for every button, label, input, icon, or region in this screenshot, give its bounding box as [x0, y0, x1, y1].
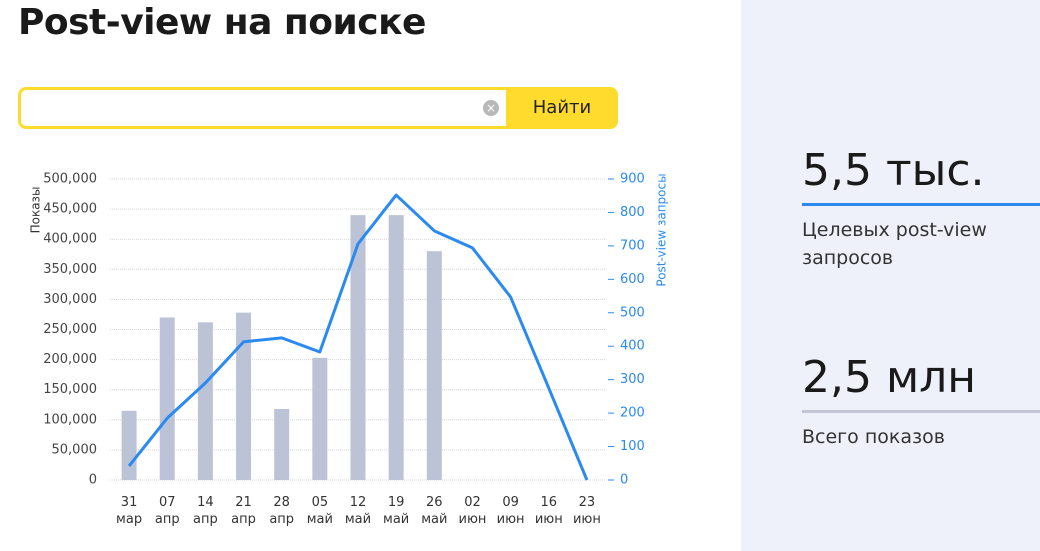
bar [388, 215, 404, 480]
y-tick-label: 350,000 [43, 262, 97, 277]
x-tick-label: 23 июн [573, 495, 601, 527]
y-tick-label: 150,000 [43, 382, 97, 397]
bar [274, 408, 290, 480]
y2-tick-label: 0 [620, 473, 628, 488]
bar [159, 317, 175, 480]
y-tick-label: 50,000 [52, 442, 98, 457]
stats-panel: 5,5 тыс. Целевых post-view запросов 2,5 … [741, 0, 1040, 551]
x-tick-label: 14 апр [193, 495, 218, 527]
y-axis-title: Показы [29, 187, 43, 234]
y2-tick-label: 800 [620, 205, 645, 220]
bar [350, 215, 366, 480]
y2-tick-label: 900 [620, 172, 645, 187]
x-tick-label: 21 апр [231, 495, 256, 527]
line [127, 193, 589, 481]
y-tick-label: 450,000 [43, 202, 97, 217]
bar [236, 312, 252, 480]
y2-tick-label: 700 [620, 238, 645, 253]
stat-label: Целевых post-view запросов [802, 219, 987, 269]
stat-value: 5,5 тыс. [802, 143, 1040, 206]
y2-tick-label: 100 [620, 439, 645, 454]
y-tick-label: 100,000 [43, 412, 97, 427]
y-tick-label: 250,000 [43, 322, 97, 337]
y-tick-label: 500,000 [43, 172, 97, 187]
y-tick-label: 0 [89, 473, 97, 488]
bar [312, 357, 328, 480]
x-tick-label: 16 июн [535, 495, 563, 527]
x-tick-label: 05 май [307, 495, 333, 527]
search-button[interactable]: Найти [506, 87, 618, 129]
y-tick-label: 300,000 [43, 292, 97, 307]
x-tick-label: 19 май [383, 495, 409, 527]
x-tick-label: 31 мар [116, 495, 142, 527]
x-tick-label: 12 май [345, 495, 371, 527]
stat-value: 2,5 млн [802, 350, 1040, 413]
x-tick-label: 09 июн [497, 495, 525, 527]
chart: Показы Post-view запросы 0 50,000 100,000 1… [29, 172, 669, 527]
x-tick-label: 02 июн [459, 495, 487, 527]
y-tick-label: 200,000 [43, 352, 97, 367]
x-tick-label: 07 апр [155, 495, 180, 527]
stat-card: 5,5 тыс. Целевых post-view запросов [802, 143, 1040, 272]
search-bar[interactable]: × Найти [18, 87, 618, 129]
bar [426, 251, 442, 480]
x-tick-label: 26 май [421, 495, 447, 527]
clear-button[interactable]: × [483, 100, 499, 116]
page-title: Post-view на поиске [18, 2, 426, 43]
y-tick-label: 400,000 [43, 232, 97, 247]
y2-tick-label: 300 [620, 372, 645, 387]
y2-tick-label: 200 [620, 406, 645, 421]
bar [197, 322, 213, 480]
y2-axis-title: Post-view запросы [655, 173, 669, 286]
y2-tick-label: 500 [620, 305, 645, 320]
x-tick-label: 28 апр [269, 495, 294, 527]
stat-card: 2,5 млн Всего показов [802, 350, 1040, 451]
y2-tick-label: 600 [620, 272, 645, 287]
y2-tick-label: 400 [620, 339, 645, 354]
bar [121, 410, 137, 480]
stat-label: Всего показов [802, 426, 945, 448]
